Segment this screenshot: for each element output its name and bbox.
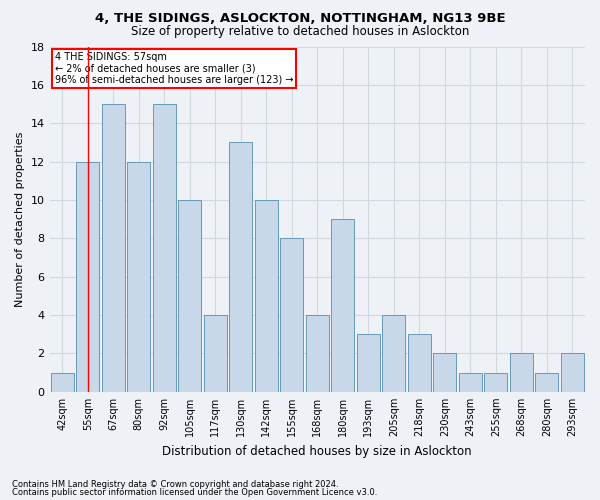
Bar [382,315,405,392]
Bar [459,372,482,392]
Bar [76,162,99,392]
Bar [535,372,558,392]
Text: Contains public sector information licensed under the Open Government Licence v3: Contains public sector information licen… [12,488,377,497]
Y-axis label: Number of detached properties: Number of detached properties [15,132,25,307]
Bar [102,104,125,392]
Bar [433,354,456,392]
Bar [204,315,227,392]
Bar [357,334,380,392]
Bar [331,219,354,392]
Bar [178,200,201,392]
Bar [510,354,533,392]
Text: 4 THE SIDINGS: 57sqm
← 2% of detached houses are smaller (3)
96% of semi-detache: 4 THE SIDINGS: 57sqm ← 2% of detached ho… [55,52,293,85]
X-axis label: Distribution of detached houses by size in Aslockton: Distribution of detached houses by size … [163,444,472,458]
Text: Contains HM Land Registry data © Crown copyright and database right 2024.: Contains HM Land Registry data © Crown c… [12,480,338,489]
Bar [280,238,303,392]
Bar [51,372,74,392]
Bar [306,315,329,392]
Bar [408,334,431,392]
Bar [127,162,150,392]
Bar [153,104,176,392]
Bar [484,372,507,392]
Bar [255,200,278,392]
Bar [229,142,252,392]
Bar [561,354,584,392]
Text: 4, THE SIDINGS, ASLOCKTON, NOTTINGHAM, NG13 9BE: 4, THE SIDINGS, ASLOCKTON, NOTTINGHAM, N… [95,12,505,26]
Text: Size of property relative to detached houses in Aslockton: Size of property relative to detached ho… [131,25,469,38]
